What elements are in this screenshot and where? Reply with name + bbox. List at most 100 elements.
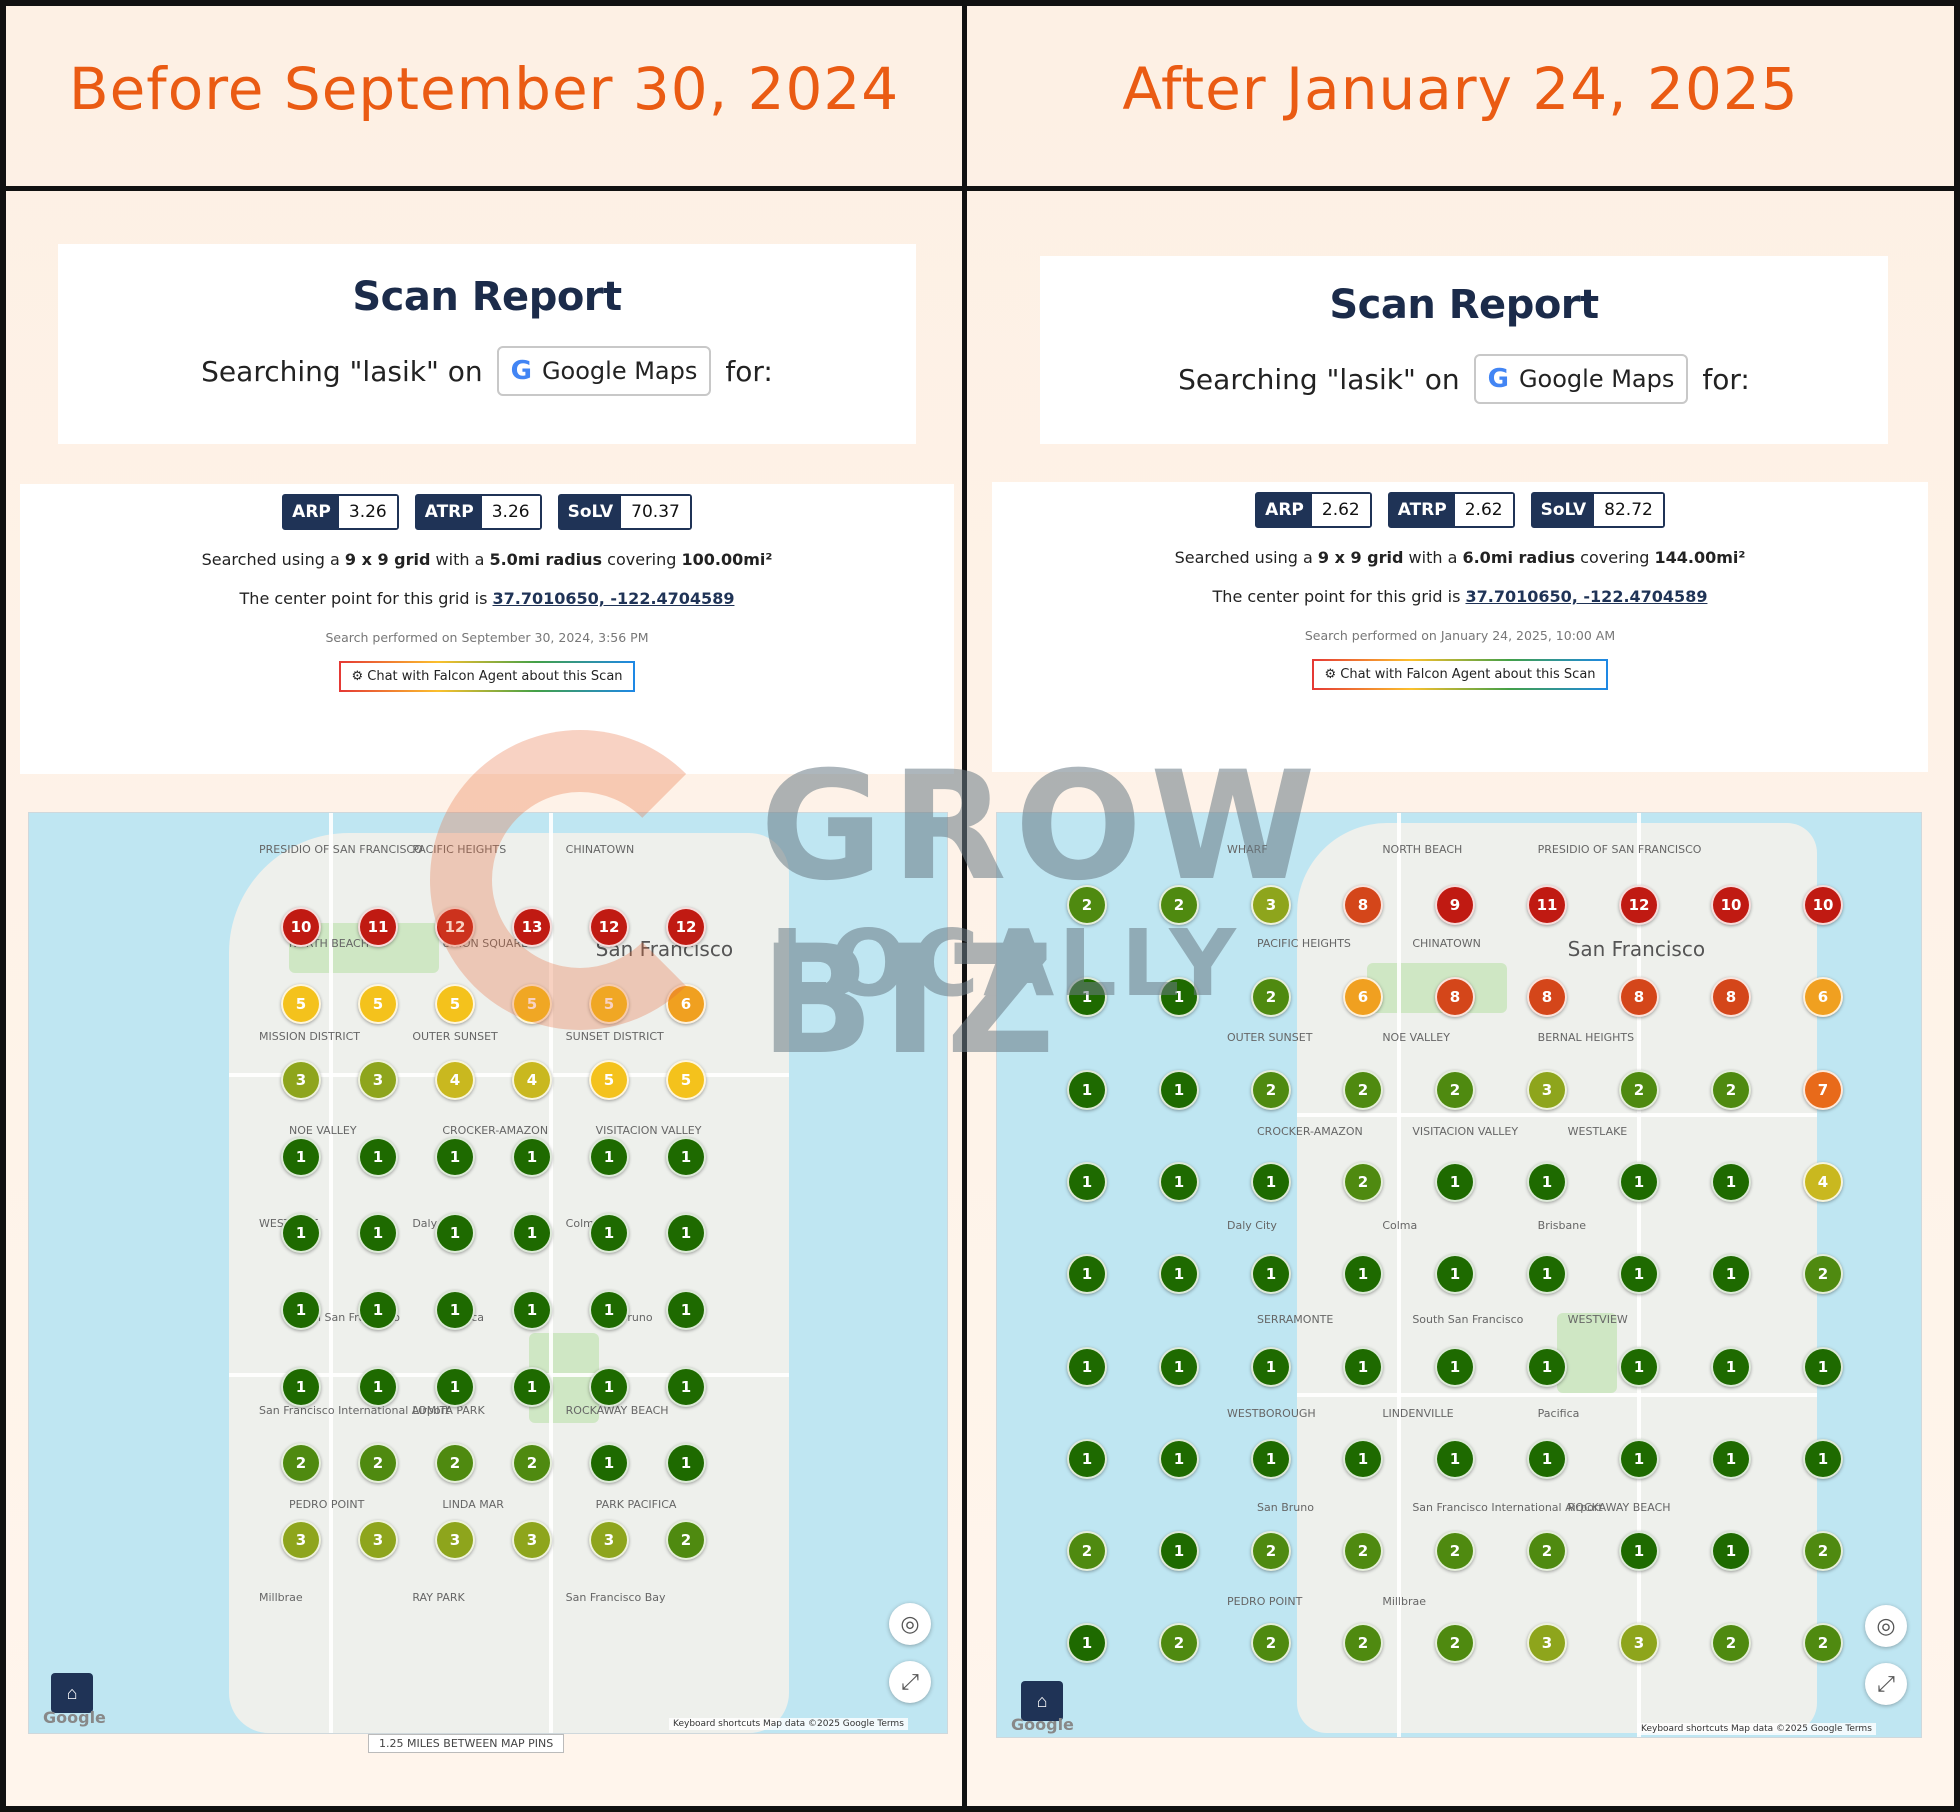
map-pin[interactable]: 1: [1067, 1623, 1107, 1664]
map-pin[interactable]: 1: [1711, 1254, 1751, 1295]
map-pin[interactable]: 5: [435, 983, 475, 1024]
fullscreen-icon[interactable]: ⤢: [889, 1661, 931, 1703]
map-pin[interactable]: 2: [1435, 1069, 1475, 1110]
map-pin[interactable]: 1: [1067, 1346, 1107, 1387]
map-pin[interactable]: 13: [512, 907, 552, 947]
map-pin[interactable]: 1: [1527, 1346, 1567, 1387]
map-pin[interactable]: 1: [1251, 1346, 1291, 1387]
map-pin[interactable]: 12: [589, 907, 629, 947]
map-pin[interactable]: 1: [1159, 1069, 1199, 1110]
map-pin[interactable]: 11: [358, 907, 398, 947]
map-pin[interactable]: 1: [589, 1443, 629, 1484]
map-pin[interactable]: 1: [1711, 1161, 1751, 1202]
map-pin[interactable]: 3: [1251, 885, 1291, 925]
map-pin[interactable]: 4: [1803, 1161, 1843, 1202]
map-pin[interactable]: 1: [1527, 1161, 1567, 1202]
map-pin[interactable]: 1: [666, 1366, 706, 1407]
map-pin[interactable]: 2: [1803, 1623, 1843, 1664]
map-pin[interactable]: 1: [589, 1366, 629, 1407]
map-pin[interactable]: 1: [512, 1290, 552, 1330]
map-pin[interactable]: 3: [435, 1519, 475, 1560]
map-pin[interactable]: 1: [589, 1213, 629, 1254]
after-map[interactable]: WHARF NORTH BEACH PRESIDIO OF SAN FRANCISC…: [996, 812, 1922, 1738]
map-pin[interactable]: 2: [666, 1519, 706, 1560]
before-map[interactable]: PRESIDIO OF SAN FRANCISCO PACIFIC HEIGHTS…: [28, 812, 948, 1734]
map-pin[interactable]: 2: [1251, 977, 1291, 1018]
map-pin[interactable]: 2: [1711, 1069, 1751, 1110]
map-pin[interactable]: 3: [1527, 1069, 1567, 1110]
after-center-link[interactable]: 37.7010650, -122.4704589: [1465, 587, 1708, 606]
map-pin[interactable]: 5: [589, 1060, 629, 1101]
map-pin[interactable]: 1: [358, 1136, 398, 1177]
map-pin[interactable]: 1: [1619, 1161, 1659, 1202]
map-pin[interactable]: 1: [1711, 1531, 1751, 1572]
map-pin[interactable]: 5: [589, 983, 629, 1024]
map-pin[interactable]: 2: [1343, 1531, 1383, 1572]
map-pin[interactable]: 1: [1159, 1161, 1199, 1202]
map-pin[interactable]: 1: [512, 1366, 552, 1407]
map-pin[interactable]: 1: [435, 1213, 475, 1254]
map-attribution[interactable]: Keyboard shortcuts Map data ©2025 Google…: [669, 1718, 908, 1730]
map-pin[interactable]: 11: [1527, 885, 1567, 925]
before-chat-button[interactable]: ⚙ Chat with Falcon Agent about this Scan: [339, 661, 635, 692]
map-pin[interactable]: 2: [1251, 1623, 1291, 1664]
map-pin[interactable]: 4: [512, 1060, 552, 1101]
map-pin[interactable]: 1: [1251, 1254, 1291, 1295]
my-location-icon[interactable]: ◎: [889, 1603, 931, 1645]
map-pin[interactable]: 6: [1343, 977, 1383, 1018]
map-pin[interactable]: 1: [1251, 1438, 1291, 1479]
map-pin[interactable]: 1: [1159, 1438, 1199, 1479]
map-pin[interactable]: 3: [281, 1519, 321, 1560]
map-pin[interactable]: 1: [666, 1290, 706, 1330]
map-pin[interactable]: 12: [435, 907, 475, 947]
map-pin[interactable]: 1: [435, 1290, 475, 1330]
map-pin[interactable]: 3: [1527, 1623, 1567, 1664]
fullscreen-icon[interactable]: ⤢: [1865, 1663, 1907, 1705]
map-pin[interactable]: 5: [281, 983, 321, 1024]
map-pin[interactable]: 8: [1619, 977, 1659, 1018]
map-attribution[interactable]: Keyboard shortcuts Map data ©2025 Google…: [1637, 1723, 1876, 1735]
map-pin[interactable]: 2: [435, 1443, 475, 1484]
map-pin[interactable]: 1: [1619, 1438, 1659, 1479]
map-pin[interactable]: 10: [1711, 885, 1751, 925]
map-pin[interactable]: 1: [358, 1213, 398, 1254]
map-pin[interactable]: 1: [1159, 1346, 1199, 1387]
map-pin[interactable]: 2: [1343, 1623, 1383, 1664]
map-pin[interactable]: 1: [512, 1136, 552, 1177]
map-pin[interactable]: 4: [435, 1060, 475, 1101]
map-pin[interactable]: 2: [512, 1443, 552, 1484]
map-pin[interactable]: 2: [1619, 1069, 1659, 1110]
map-pin[interactable]: 2: [1067, 885, 1107, 925]
map-pin[interactable]: 2: [1435, 1531, 1475, 1572]
map-pin[interactable]: 1: [358, 1290, 398, 1330]
map-pin[interactable]: 2: [1803, 1531, 1843, 1572]
map-pin[interactable]: 3: [358, 1060, 398, 1101]
map-pin[interactable]: 2: [1803, 1254, 1843, 1295]
after-chat-button[interactable]: ⚙ Chat with Falcon Agent about this Scan: [1312, 659, 1608, 690]
map-pin[interactable]: 1: [1711, 1346, 1751, 1387]
map-pin[interactable]: 1: [1435, 1254, 1475, 1295]
map-pin[interactable]: 6: [666, 983, 706, 1024]
map-pin[interactable]: 1: [1803, 1346, 1843, 1387]
map-pin[interactable]: 2: [1067, 1531, 1107, 1572]
map-pin[interactable]: 8: [1343, 885, 1383, 925]
map-pin[interactable]: 1: [1343, 1346, 1383, 1387]
before-center-link[interactable]: 37.7010650, -122.4704589: [492, 589, 735, 608]
map-pin[interactable]: 1: [358, 1366, 398, 1407]
map-pin[interactable]: 1: [589, 1136, 629, 1177]
map-pin[interactable]: 1: [1067, 977, 1107, 1018]
map-pin[interactable]: 2: [1527, 1531, 1567, 1572]
map-pin[interactable]: 2: [1343, 1161, 1383, 1202]
map-pin[interactable]: 1: [1435, 1161, 1475, 1202]
map-pin[interactable]: 1: [1067, 1161, 1107, 1202]
map-pin[interactable]: 2: [1159, 885, 1199, 925]
map-pin[interactable]: 2: [1435, 1623, 1475, 1664]
map-pin[interactable]: 3: [281, 1060, 321, 1101]
map-pin[interactable]: 8: [1711, 977, 1751, 1018]
map-pin[interactable]: 1: [1711, 1438, 1751, 1479]
map-pin[interactable]: 1: [281, 1213, 321, 1254]
map-pin[interactable]: 1: [1343, 1254, 1383, 1295]
map-pin[interactable]: 10: [1803, 885, 1843, 925]
map-pin[interactable]: 1: [1067, 1069, 1107, 1110]
map-pin[interactable]: 3: [589, 1519, 629, 1560]
